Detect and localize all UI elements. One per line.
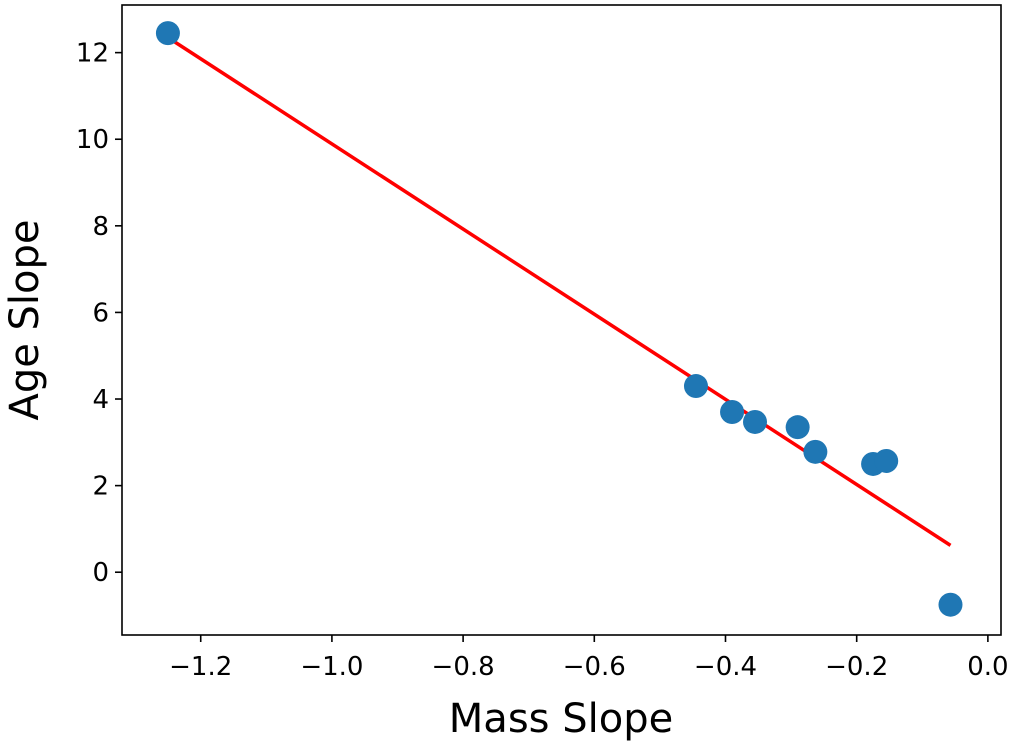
- data-point: [803, 439, 828, 464]
- y-tick-label: 8: [92, 212, 109, 242]
- y-tick-label: 0: [92, 558, 109, 588]
- y-tick-label: 2: [92, 472, 109, 502]
- data-point: [155, 21, 180, 46]
- data-point: [785, 415, 810, 440]
- y-axis-label: Age Slope: [2, 219, 48, 420]
- x-axis-label: Mass Slope: [449, 696, 673, 742]
- data-point: [938, 592, 963, 617]
- x-tick-label: −1.0: [300, 652, 363, 682]
- y-tick-label: 10: [76, 125, 109, 155]
- data-points-layer: [155, 21, 963, 617]
- x-tick-label: 0.0: [967, 652, 1008, 682]
- x-tick-label: −0.4: [694, 652, 757, 682]
- x-axis-ticks: −1.2 −1.0 −0.8 −0.6 −0.4 −0.2 0.0: [169, 635, 1009, 682]
- y-tick-label: 12: [76, 39, 109, 69]
- y-tick-label: 6: [92, 298, 109, 328]
- x-tick-label: −0.6: [563, 652, 626, 682]
- x-tick-label: −0.2: [825, 652, 888, 682]
- y-axis-ticks: 0 2 4 6 8 10 12: [76, 39, 122, 588]
- x-tick-label: −1.2: [169, 652, 232, 682]
- plot-frame: [121, 4, 1002, 636]
- data-point: [743, 409, 768, 434]
- data-point: [720, 400, 745, 425]
- x-tick-label: −0.8: [432, 652, 495, 682]
- data-point: [874, 448, 899, 473]
- y-tick-label: 4: [92, 385, 109, 415]
- data-point: [683, 374, 708, 399]
